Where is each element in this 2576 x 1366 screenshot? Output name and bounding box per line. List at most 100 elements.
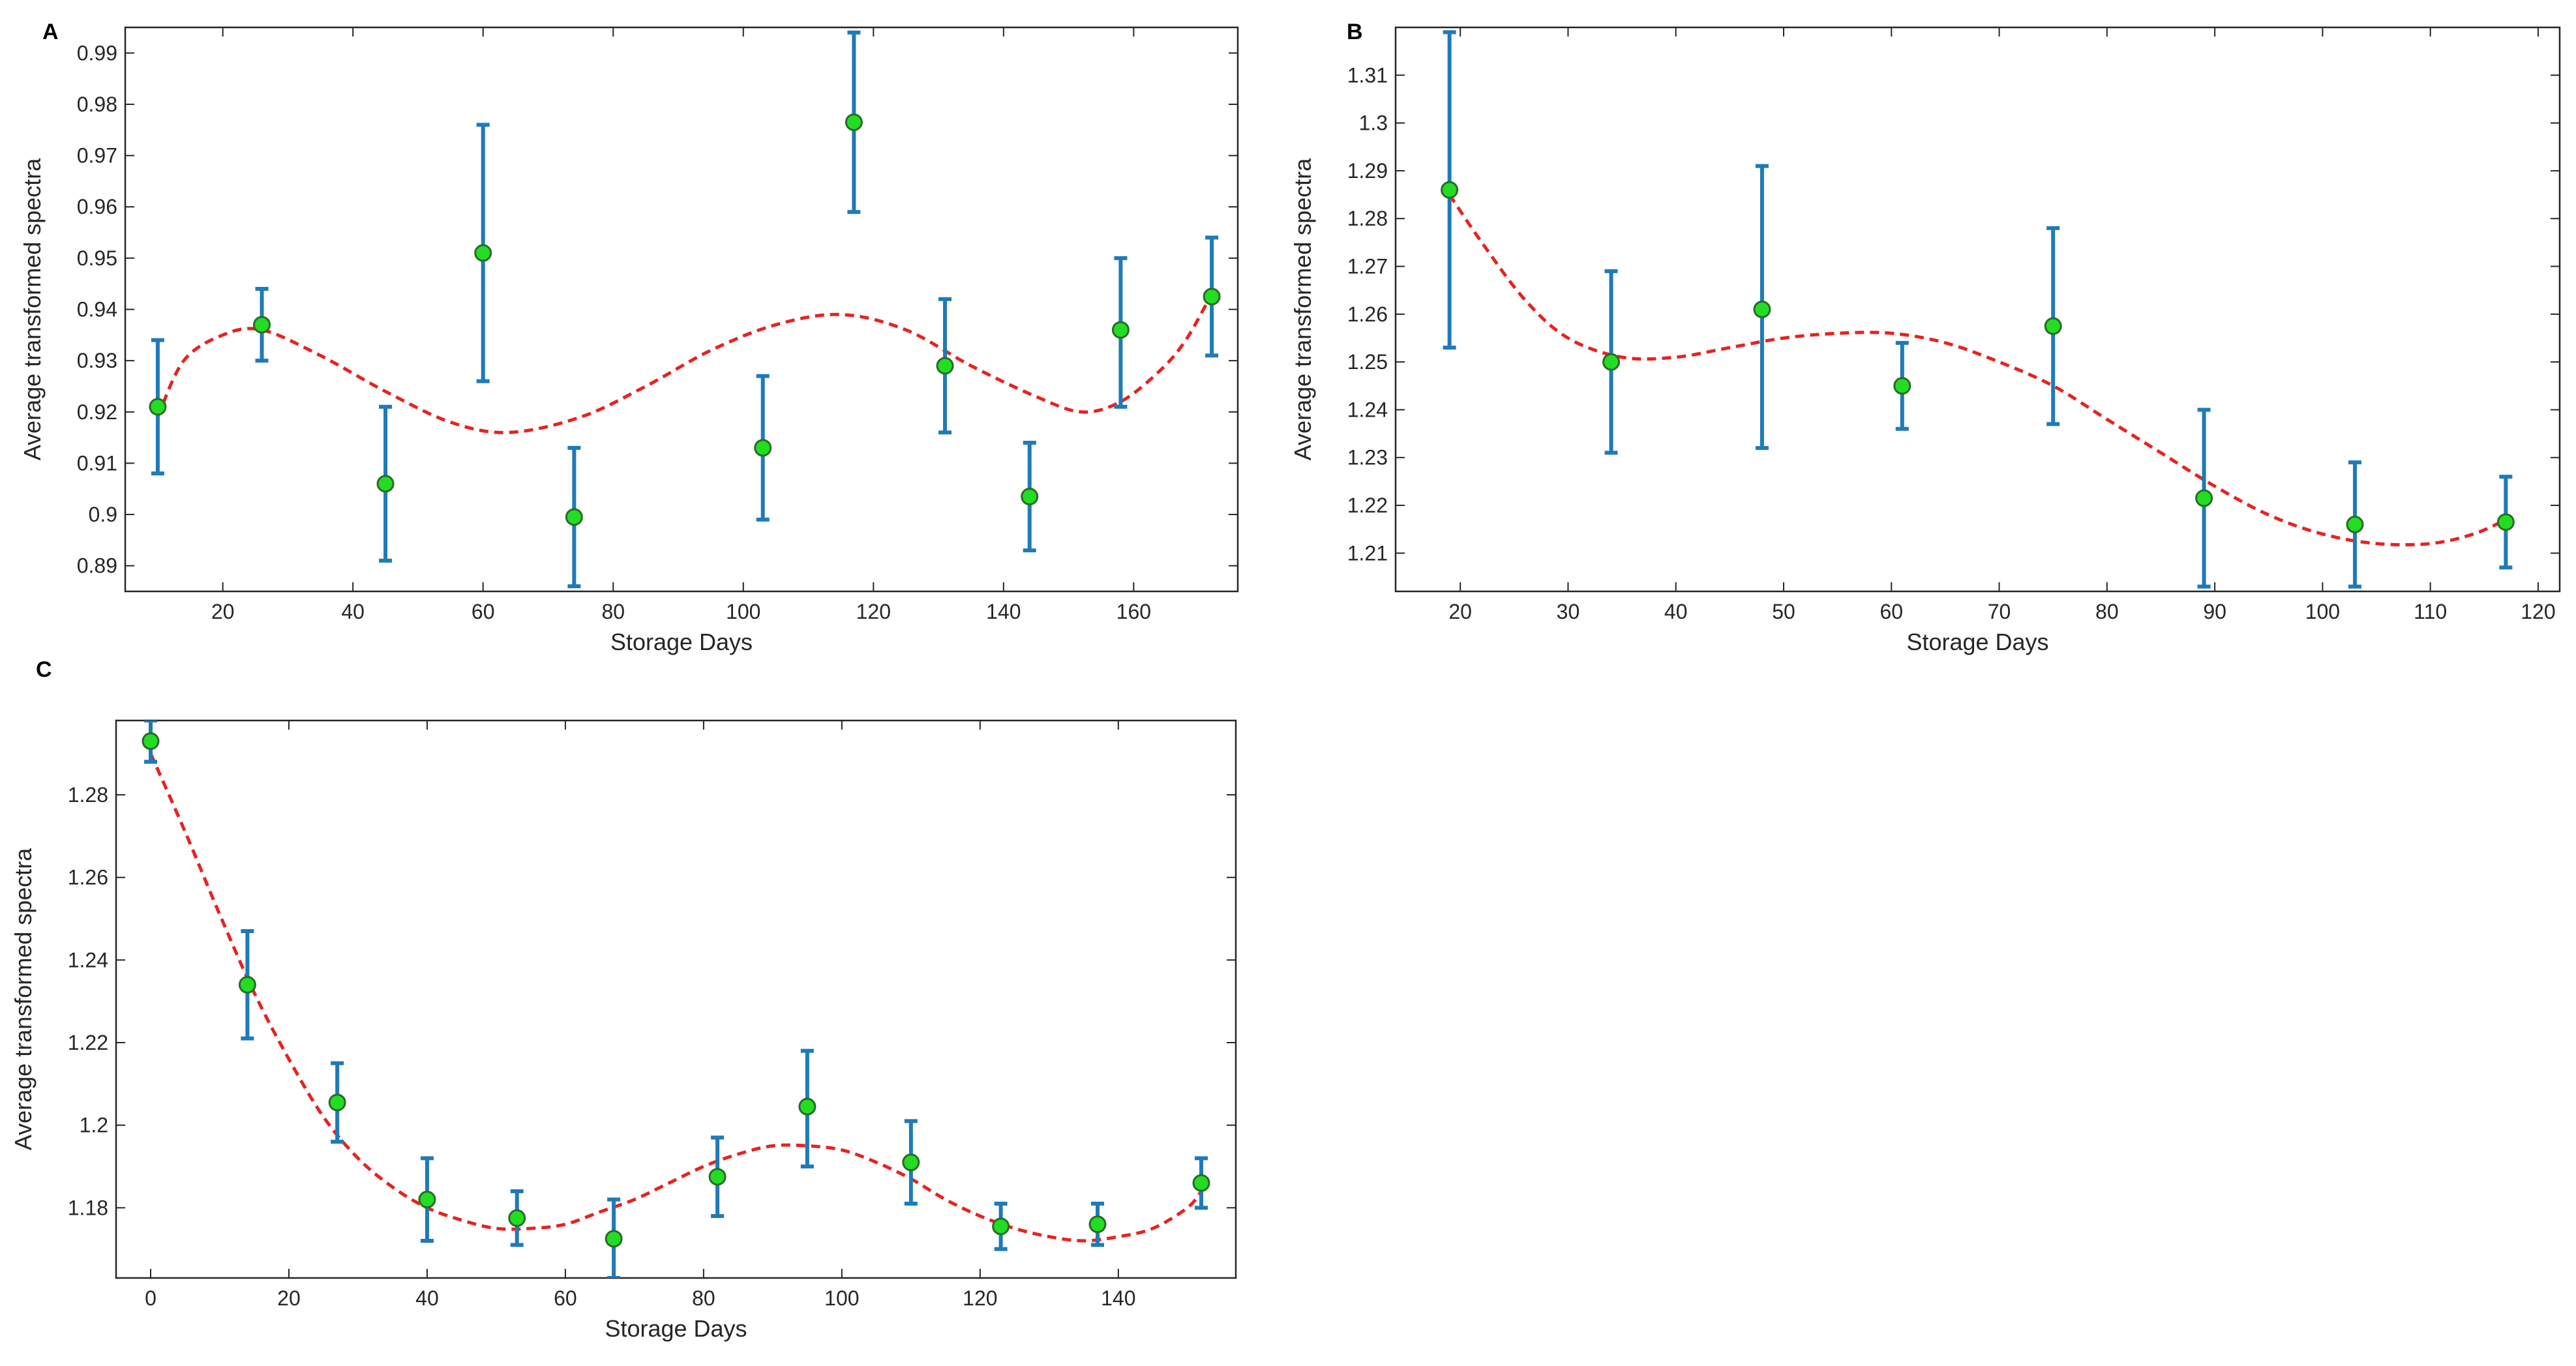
data-point bbox=[798, 1097, 816, 1116]
y-tick-label: 1.24 bbox=[68, 948, 108, 972]
data-point bbox=[253, 316, 271, 334]
y-tick-label: 1.18 bbox=[68, 1196, 108, 1219]
data-point bbox=[1602, 353, 1621, 371]
y-tick-label: 1.31 bbox=[1347, 63, 1388, 87]
y-tick-label: 0.93 bbox=[77, 349, 117, 372]
y-tick-label: 1.29 bbox=[1347, 159, 1388, 183]
y-tick-label: 1.21 bbox=[1347, 541, 1388, 565]
x-tick-label: 70 bbox=[1988, 600, 2011, 623]
y-tick-label: 0.92 bbox=[77, 400, 117, 424]
marks bbox=[142, 720, 1210, 1278]
y-tick-label: 1.3 bbox=[1359, 111, 1388, 135]
y-tick-label: 1.28 bbox=[1347, 207, 1388, 230]
x-tick-label: 80 bbox=[2095, 600, 2119, 623]
x-axis-label: Storage Days bbox=[1906, 629, 2048, 655]
y-tick-label: 1.2 bbox=[80, 1114, 108, 1137]
y-tick-label: 1.28 bbox=[68, 783, 108, 807]
marks bbox=[149, 30, 1221, 589]
fit-curve bbox=[149, 752, 1203, 1243]
x-tick-label: 160 bbox=[1116, 600, 1151, 623]
plot-area bbox=[1394, 26, 2561, 593]
panel-label: C bbox=[36, 657, 52, 682]
y-tick-label: 1.23 bbox=[1347, 446, 1388, 469]
x-tick-label: 60 bbox=[472, 600, 495, 623]
chart-panel-a: A 20 40 60 80 100 120 140 160 0.89 0.9 0.91 0.92 0.93… bbox=[19, 20, 1239, 655]
data-point bbox=[1753, 301, 1771, 318]
y-tick-label: 0.91 bbox=[77, 451, 117, 475]
data-point bbox=[142, 732, 160, 750]
x-tick-label: 40 bbox=[341, 600, 365, 623]
data-point bbox=[238, 975, 256, 994]
x-tick-label: 50 bbox=[1772, 600, 1795, 623]
x-tick-label: 80 bbox=[692, 1286, 715, 1310]
fit-curve bbox=[1448, 194, 2507, 547]
plot-area bbox=[124, 26, 1239, 593]
data-point bbox=[708, 1168, 726, 1186]
data-point bbox=[2346, 515, 2364, 533]
data-point bbox=[992, 1217, 1010, 1236]
x-tick-label: 60 bbox=[554, 1286, 577, 1310]
data-point bbox=[474, 244, 492, 262]
data-point bbox=[1441, 181, 1459, 199]
plot-area bbox=[115, 719, 1237, 1279]
fit-curve bbox=[156, 293, 1214, 434]
y-tick-label: 1.25 bbox=[1347, 350, 1388, 374]
x-tick-label: 100 bbox=[2305, 600, 2340, 623]
x-tick-label: 40 bbox=[1664, 600, 1688, 623]
y-axis-label: Average transformed spectra bbox=[1289, 158, 1316, 461]
chart-panel-b: B 20 30 40 50 60 70 80 90 100 110 120 1.21 1.22 1.23 1.… bbox=[1289, 20, 2561, 655]
x-tick-label: 100 bbox=[824, 1286, 859, 1310]
x-tick-label: 40 bbox=[415, 1286, 439, 1310]
x-tick-label: 140 bbox=[1101, 1286, 1135, 1310]
y-tick-label: 1.27 bbox=[1347, 255, 1388, 278]
y-tick-label: 1.22 bbox=[68, 1031, 108, 1054]
chart-panel-c: C 0 20 40 60 80 100 120 140 1.18 1.2 1.22 1.24 1.26 1.… bbox=[10, 657, 1237, 1342]
data-point bbox=[1893, 377, 1911, 395]
y-tick-label: 0.97 bbox=[77, 144, 117, 168]
x-tick-label: 20 bbox=[277, 1286, 301, 1310]
y-tick-label: 1.24 bbox=[1347, 398, 1388, 421]
x-tick-label: 120 bbox=[963, 1286, 997, 1310]
panel-label: B bbox=[1347, 20, 1363, 44]
data-point bbox=[2496, 513, 2515, 531]
y-tick-label: 0.95 bbox=[77, 246, 117, 270]
y-axis-label: Average transformed spectra bbox=[19, 158, 46, 461]
data-point bbox=[936, 357, 954, 375]
panel-label: A bbox=[42, 20, 59, 44]
data-point bbox=[508, 1209, 526, 1227]
x-tick-label: 140 bbox=[986, 600, 1021, 623]
data-point bbox=[1111, 321, 1130, 339]
data-point bbox=[565, 508, 583, 526]
x-tick-label: 60 bbox=[1880, 600, 1903, 623]
data-point bbox=[1203, 288, 1221, 306]
y-tick-label: 1.26 bbox=[68, 866, 108, 889]
x-axis-label: Storage Days bbox=[610, 629, 753, 655]
y-tick-label: 0.99 bbox=[77, 41, 117, 65]
data-point bbox=[754, 439, 772, 457]
y-tick-label: 0.96 bbox=[77, 195, 117, 218]
data-point bbox=[2044, 317, 2062, 335]
x-tick-label: 20 bbox=[211, 600, 235, 623]
y-tick-label: 0.94 bbox=[77, 298, 117, 321]
y-tick-label: 1.22 bbox=[1347, 494, 1388, 517]
x-tick-label: 100 bbox=[726, 600, 760, 623]
x-tick-label: 30 bbox=[1557, 600, 1580, 623]
x-tick-label: 120 bbox=[2521, 600, 2555, 623]
x-tick-label: 120 bbox=[856, 600, 891, 623]
x-tick-label: 110 bbox=[2414, 600, 2447, 623]
x-tick-label: 20 bbox=[1448, 600, 1472, 623]
data-point bbox=[902, 1153, 920, 1172]
y-axis-label: Average transformed spectra bbox=[10, 848, 37, 1151]
data-point bbox=[2195, 489, 2213, 507]
x-tick-label: 0 bbox=[145, 1286, 157, 1310]
data-point bbox=[418, 1191, 436, 1209]
data-point bbox=[328, 1093, 346, 1112]
data-point bbox=[376, 475, 395, 493]
data-point bbox=[1021, 488, 1039, 506]
x-tick-label: 80 bbox=[601, 600, 625, 623]
marks bbox=[1441, 30, 2515, 589]
data-point bbox=[605, 1230, 623, 1248]
y-tick-label: 0.9 bbox=[89, 503, 117, 526]
data-point bbox=[149, 398, 167, 416]
